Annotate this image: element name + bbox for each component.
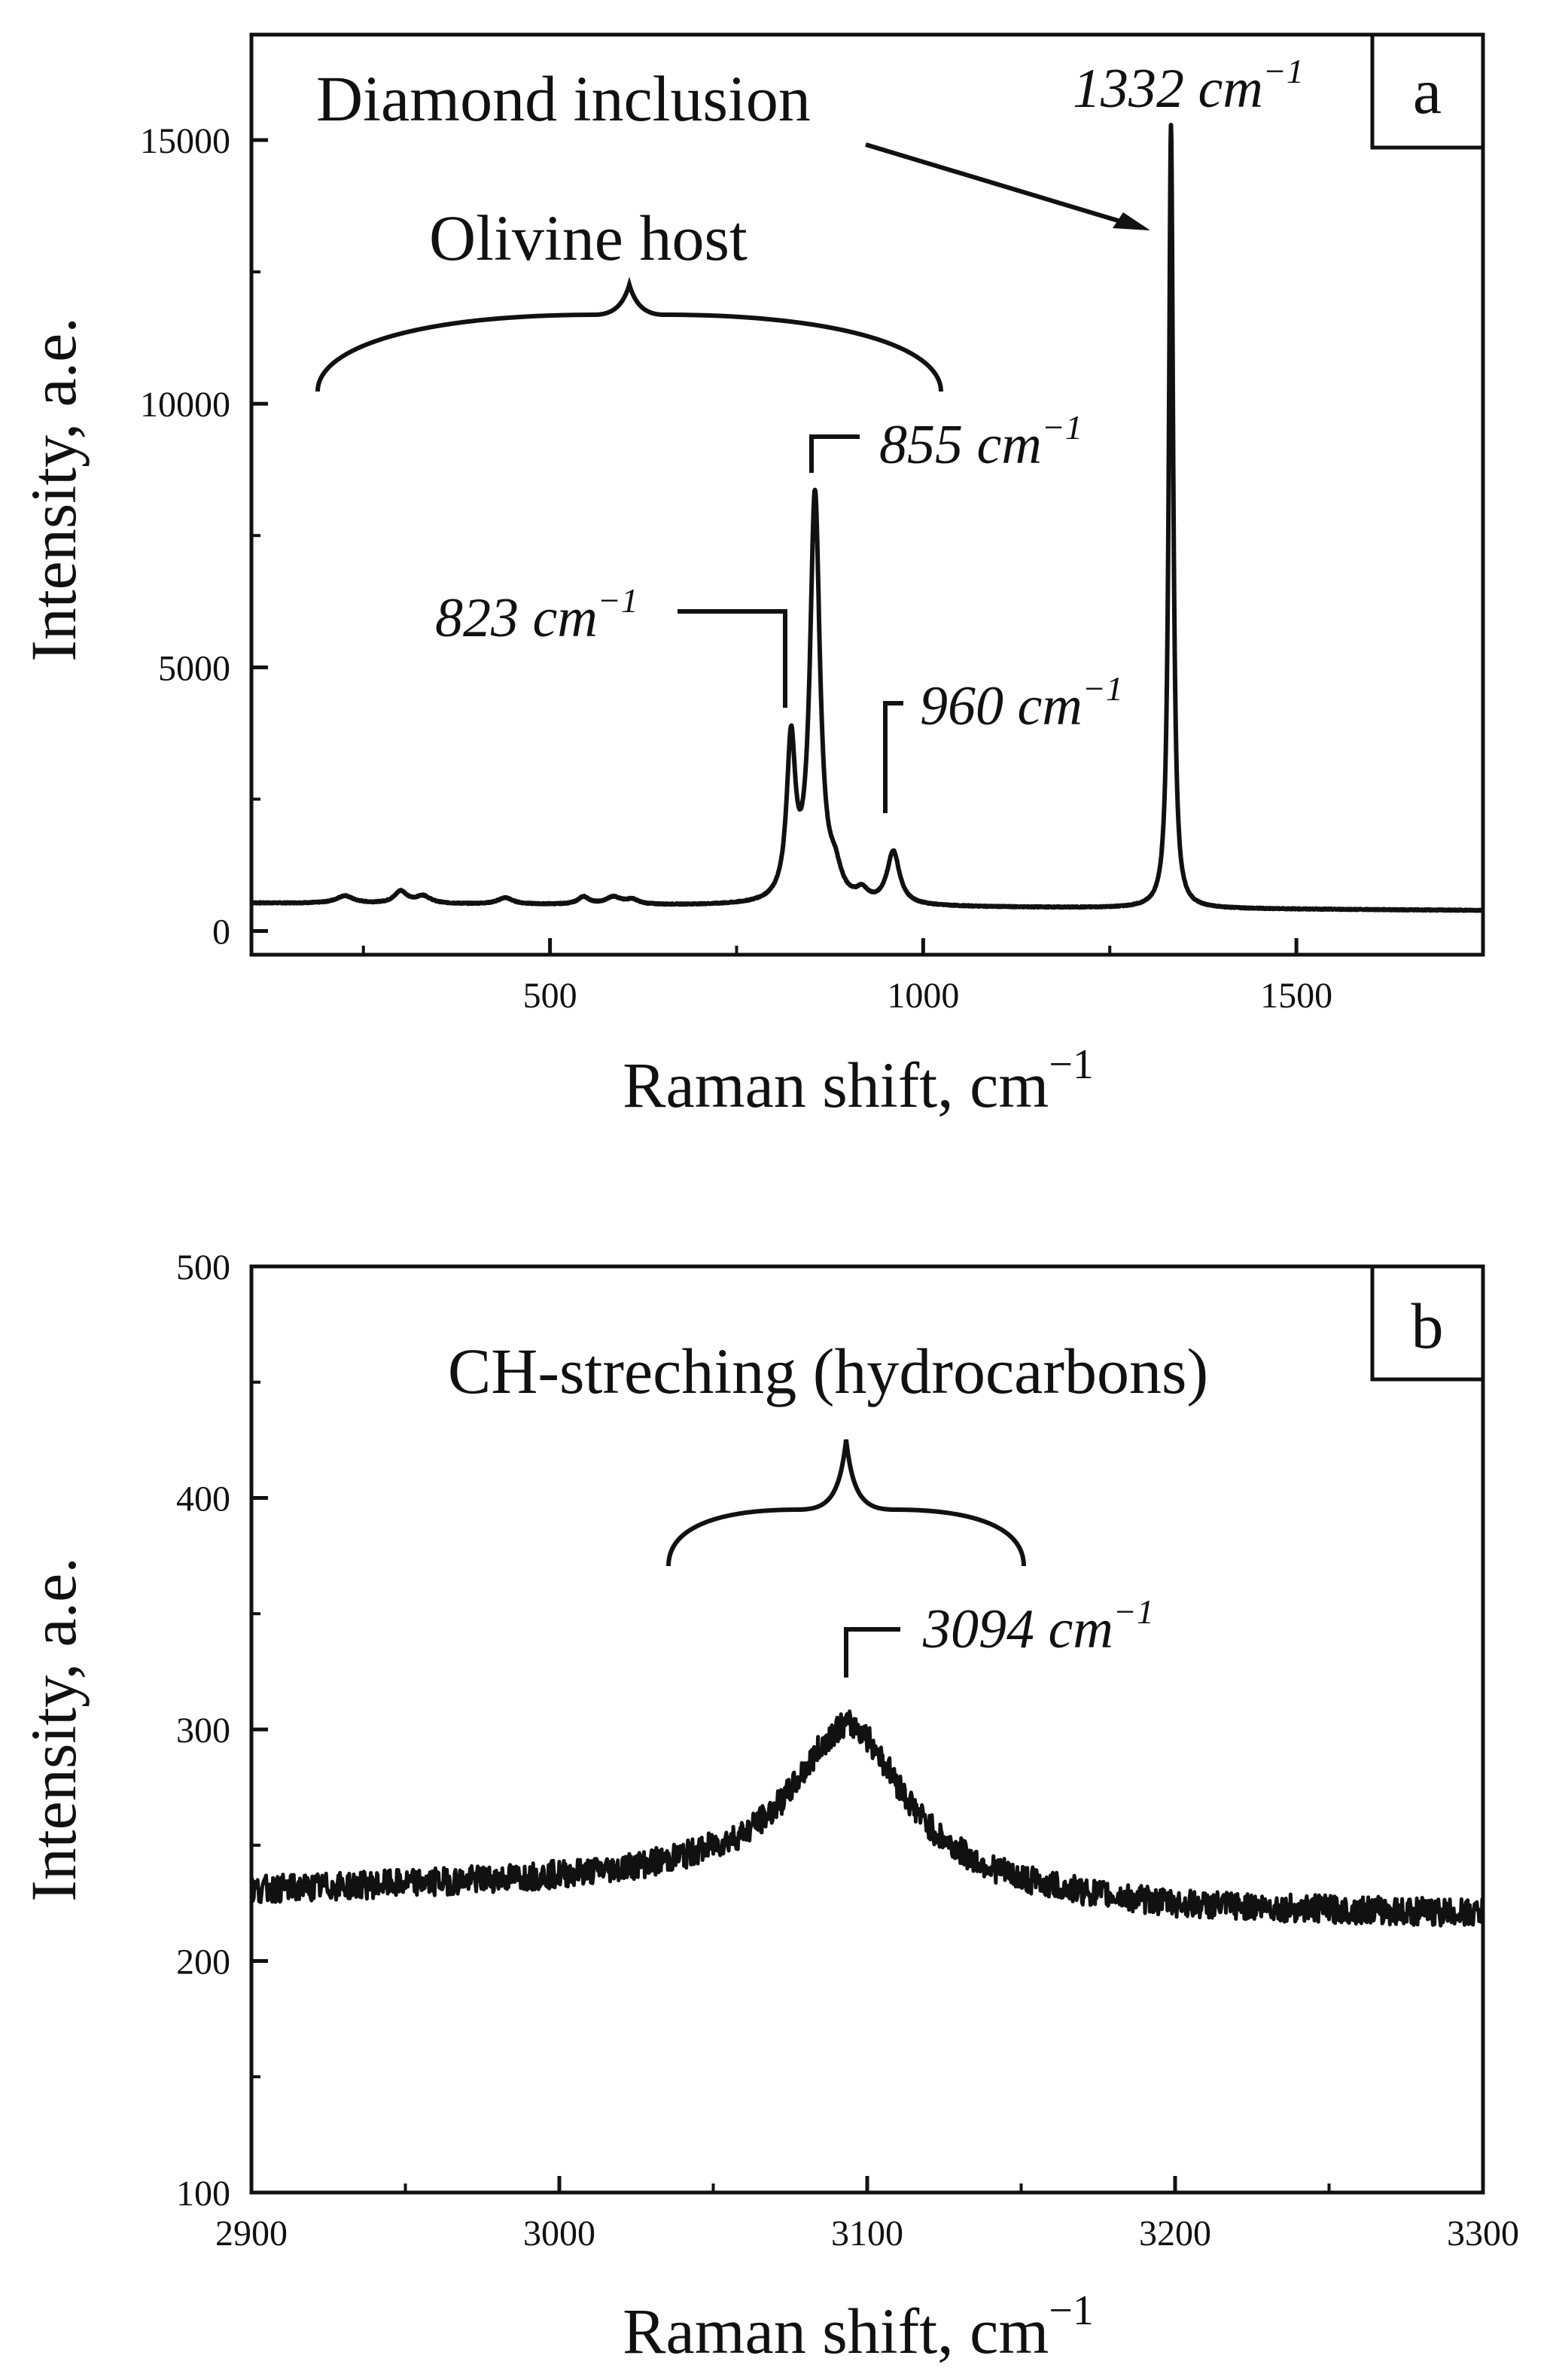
ch-stretching-brace xyxy=(666,1439,1026,1567)
panel-b: 2900 3000 3100 3200 3300 100 200 300 400 500 b CH… xyxy=(17,1248,1519,2367)
y-tick-label: 100 xyxy=(176,2174,230,2214)
peak-855-marker xyxy=(809,434,860,473)
x-tick-label: 3100 xyxy=(831,2214,903,2254)
x-tick-label: 2900 xyxy=(215,2214,288,2254)
peak-855-label: 855 cm−1 xyxy=(879,408,1083,476)
olivine-host-label: Olivine host xyxy=(429,202,748,274)
peak-3094-label: 3094 cm−1 xyxy=(922,1592,1154,1660)
panel-a-ticks xyxy=(251,138,1299,955)
peak-960-label: 960 cm−1 xyxy=(920,669,1123,737)
panel-a-spectrum-line xyxy=(249,123,1485,913)
x-tick-label: 3200 xyxy=(1139,2214,1211,2254)
y-tick-label: 300 xyxy=(176,1711,230,1751)
x-tick-label: 3000 xyxy=(523,2214,595,2254)
y-tick-label: 5000 xyxy=(158,648,230,688)
panel-a-tag-box xyxy=(1370,32,1485,150)
y-tick-label: 15000 xyxy=(140,121,230,161)
peak-960-marker xyxy=(883,701,903,813)
panel-a-xlabel: Raman shift, cm−1 xyxy=(623,1041,1094,1121)
diamond-arrow-head xyxy=(1113,212,1150,230)
panel-b-ticks xyxy=(249,1264,1485,2195)
peak-3094-marker xyxy=(844,1627,900,1678)
diamond-arrow-shaft xyxy=(865,142,1126,225)
panel-b-tag-box xyxy=(1370,1264,1485,1382)
olivine-host-brace xyxy=(315,276,943,392)
y-tick-label: 200 xyxy=(176,1943,230,1982)
x-tick-label: 500 xyxy=(523,976,577,1016)
panel-b-tag: b xyxy=(1411,1290,1444,1362)
diamond-inclusion-label: Diamond inclusion xyxy=(316,62,811,135)
y-tick-label: 10000 xyxy=(140,385,230,425)
peak-823-label: 823 cm−1 xyxy=(435,581,638,649)
panel-b-tick-labels: 2900 3000 3100 3200 3300 100 200 300 400 500 xyxy=(176,1248,1519,2254)
x-tick-label: 3300 xyxy=(1447,2214,1519,2254)
peak-823-marker xyxy=(678,609,787,708)
panel-a-plot-frame xyxy=(249,32,1485,957)
y-tick-label: 500 xyxy=(176,1248,230,1288)
panel-b-ylabel: Intensity, a.e. xyxy=(17,1557,90,1902)
panel-a-tag: a xyxy=(1413,55,1442,127)
panel-a-ylabel: Intensity, a.e. xyxy=(17,317,90,662)
panel-b-xlabel: Raman shift, cm−1 xyxy=(623,2287,1094,2367)
x-tick-label: 1000 xyxy=(887,976,959,1016)
x-tick-label: 1500 xyxy=(1260,976,1332,1016)
ch-stretching-label: CH-streching (hydrocarbons) xyxy=(448,1335,1208,1407)
y-tick-label: 400 xyxy=(176,1480,230,1519)
peak-1332-label: 1332 cm−1 xyxy=(1073,52,1304,120)
panel-b-spectrum-line xyxy=(249,1709,1485,1927)
y-tick-label: 0 xyxy=(212,912,230,952)
